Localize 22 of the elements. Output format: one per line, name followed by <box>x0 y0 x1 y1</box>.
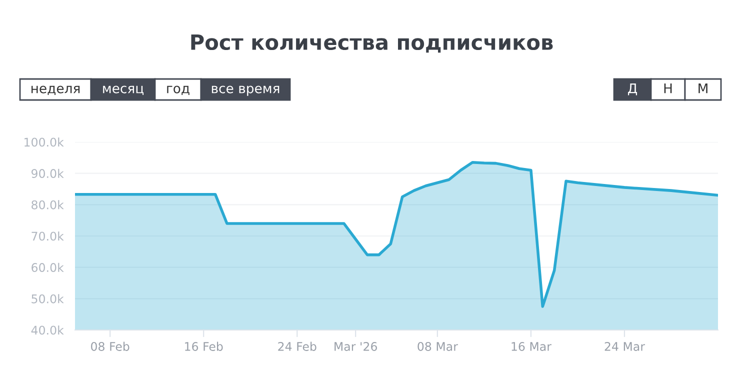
text: неделя <box>32 86 80 95</box>
x-tick-label: 08 Feb <box>91 342 130 351</box>
x-tick-label: 24 Mar <box>604 342 645 351</box>
text: М <box>698 84 708 94</box>
y-tick-label: 100.0k <box>24 138 64 147</box>
x-tick-label: 24 Feb <box>278 342 316 351</box>
y-tick-label: 60.0k <box>32 262 64 272</box>
y-tick-label: 80.0k <box>32 200 64 210</box>
x-tick-label: 08 Mar <box>418 342 458 351</box>
text: месяц <box>103 86 144 95</box>
text: Н <box>664 84 672 94</box>
x-tick-label: 16 Feb <box>185 342 223 351</box>
text: Д <box>628 84 638 96</box>
x-tick-label: Mar '26 <box>334 342 377 351</box>
y-tick-label: 50.0k <box>32 294 64 304</box>
x-tick-label: 16 Mar <box>512 342 552 351</box>
text: год <box>167 86 190 95</box>
chart-title: Рост количества подписчиков <box>191 34 553 53</box>
text: все время <box>212 86 280 96</box>
y-tick-label: 40.0k <box>31 326 64 335</box>
y-tick-label: 90.0k <box>32 168 64 178</box>
y-tick-label: 70.0k <box>32 232 64 241</box>
